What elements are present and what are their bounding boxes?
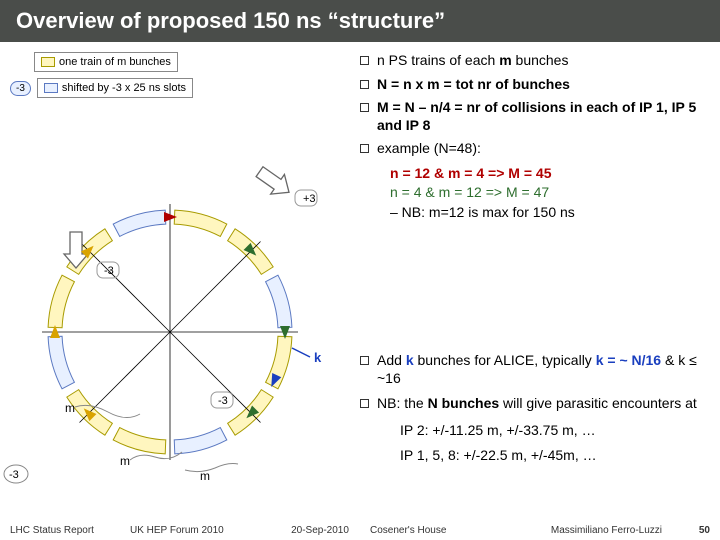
sub-4: IP 2: +/-11.25 m, +/-33.75 m, … xyxy=(400,421,710,441)
sub-3: – NB: m=12 is max for 150 ns xyxy=(390,203,710,223)
bullets-bottom: Add k bunches for ALICE, typically k = ~… xyxy=(360,352,710,466)
slide-title: Overview of proposed 150 ns “structure” xyxy=(0,0,720,42)
slide-footer: LHC Status Report UK HEP Forum 2010 20-S… xyxy=(0,520,720,540)
bullet-4: example (N=48): xyxy=(377,140,481,158)
bullet-1: n PS trains of each m bunches xyxy=(377,52,568,70)
label-minus3-a: -3 xyxy=(104,265,114,277)
footer-venue: Cosener's House xyxy=(370,525,480,536)
footer-page: 50 xyxy=(686,525,710,536)
label-m-2: m xyxy=(120,454,130,468)
sub-2: n = 4 & m = 12 => M = 47 xyxy=(390,183,710,203)
label-plus3: +3 xyxy=(303,193,316,205)
label-minus3-c: -3 xyxy=(9,469,19,481)
label-k: k xyxy=(314,350,322,365)
bullet-2: N = n x m = tot nr of bunches xyxy=(377,76,570,94)
bullet-6: NB: the N bunches will give parasitic en… xyxy=(377,395,697,413)
sub-1: n = 12 & m = 4 => M = 45 xyxy=(390,164,710,184)
bullet-5: Add k bunches for ALICE, typically k = ~… xyxy=(377,352,710,387)
footer-author: Massimiliano Ferro-Luzzi xyxy=(480,525,686,536)
bullets-top: n PS trains of each m bunches N = n x m … xyxy=(360,52,710,222)
footer-forum: UK HEP Forum 2010 xyxy=(130,525,270,536)
label-minus3-b: -3 xyxy=(218,395,228,407)
ring-diagram: +3 -3 -3 m m m k -3 xyxy=(0,42,360,512)
bullet-3: M = N – n/4 = nr of collisions in each o… xyxy=(377,99,710,134)
sub-5: IP 1, 5, 8: +/-22.5 m, +/-45m, … xyxy=(400,446,710,466)
footer-date: 20-Sep-2010 xyxy=(270,525,370,536)
footer-report: LHC Status Report xyxy=(10,525,130,536)
label-m-1: m xyxy=(65,401,75,415)
slide-body: one train of m bunches -3 shifted by -3 … xyxy=(0,42,720,522)
